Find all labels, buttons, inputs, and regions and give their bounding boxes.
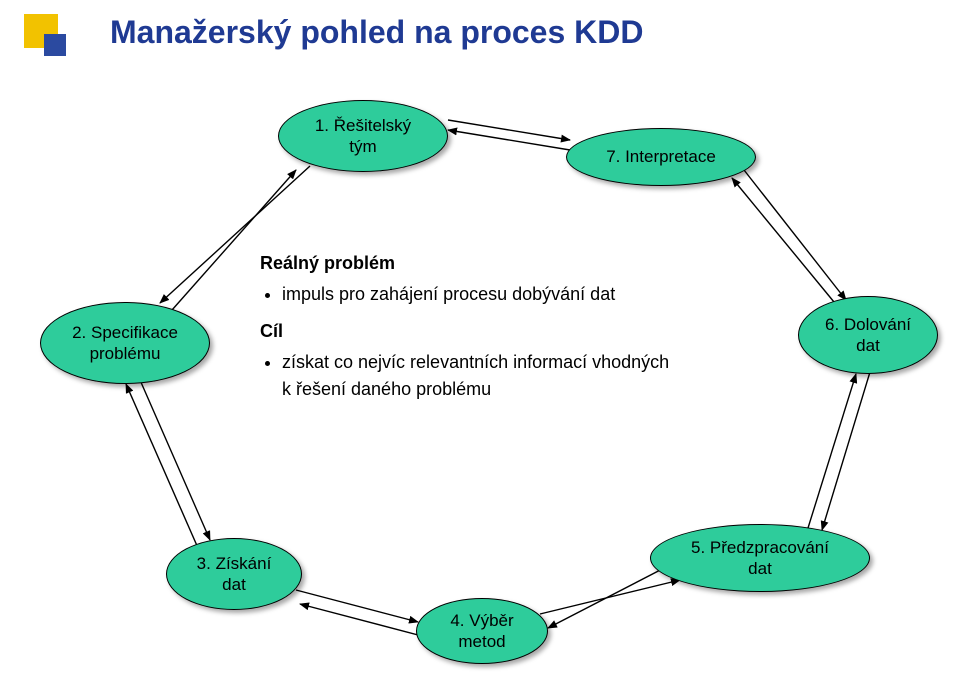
node-dolovani-dat: 6. Dolovánídat [798,296,938,374]
edge-n5-n6 [808,374,856,528]
node-label: 1. Řešitelskýtým [315,115,411,158]
center-heading-2: Cíl [260,318,680,345]
edge-n3-n2 [126,384,198,548]
edge-n7-n6 [744,170,846,300]
node-label: 6. Dolovánídat [825,314,911,357]
edge-n6-n5 [822,372,870,530]
center-bullet-2: získat co nejvíc relevantních informací … [282,349,680,403]
edge-n2-n3 [140,380,210,540]
corner-blue-square [44,34,66,56]
edge-n1-n7 [448,120,570,140]
center-heading-1: Reálný problém [260,250,680,277]
node-specifikace: 2. Specifikaceproblému [40,302,210,384]
node-label: 7. Interpretace [606,146,716,167]
node-ziskani-dat: 3. Získánídat [166,538,302,610]
edge-n7-n1 [448,130,570,150]
node-label: 4. Výběrmetod [450,610,513,653]
node-label: 5. Předzpracovánídat [691,537,829,580]
edge-n6-n7 [732,178,834,302]
edge-n4-n3 [300,604,422,636]
edge-n5-n4 [548,566,668,628]
center-bullet-1: impuls pro zahájení procesu dobývání dat [282,281,680,308]
node-vyber-metod: 4. Výběrmetod [416,598,548,664]
node-label: 2. Specifikaceproblému [72,322,178,365]
edge-n3-n4 [296,590,418,622]
node-interpretace: 7. Interpretace [566,128,756,186]
node-label: 3. Získánídat [197,553,272,596]
slide-title: Manažerský pohled na proces KDD [110,14,643,51]
edge-n4-n5 [540,580,680,614]
node-resitelsky-tym: 1. Řešitelskýtým [278,100,448,172]
center-description: Reálný problém impuls pro zahájení proce… [260,250,680,413]
node-predzpracovani: 5. Předzpracovánídat [650,524,870,592]
slide-corner-icon [24,14,68,58]
